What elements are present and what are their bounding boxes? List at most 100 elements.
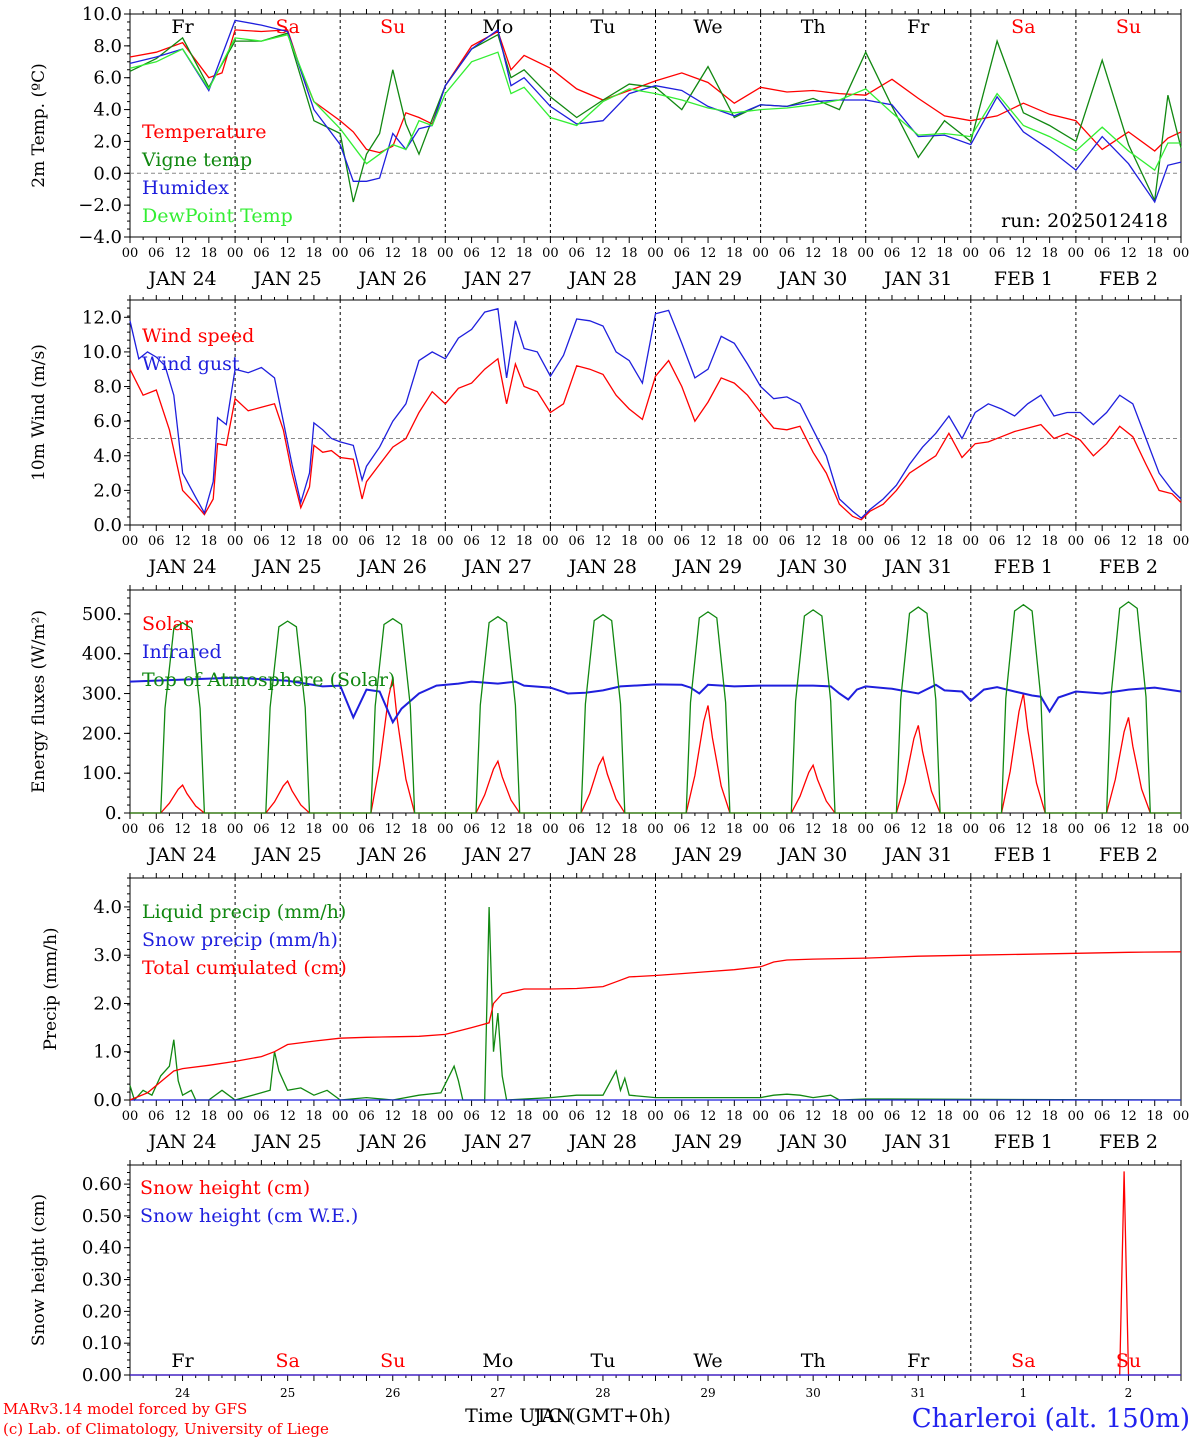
x-date-label: JAN 29 (672, 1131, 742, 1153)
series-line-solar (130, 677, 1181, 814)
legend-entry: Solar (142, 613, 194, 635)
x-hour-label: 00 (542, 822, 559, 837)
x-hour-label: 00 (1173, 534, 1190, 549)
y-tick-label: 0.40 (82, 1238, 122, 1259)
x-date-label: JAN 24 (146, 844, 216, 866)
x-hour-label: 18 (1041, 246, 1058, 261)
x-date-label: 31 (911, 1386, 926, 1400)
x-hour-label: 06 (989, 822, 1006, 837)
x-hour-label: 12 (595, 246, 612, 261)
day-label: We (693, 16, 722, 38)
x-hour-label: 18 (411, 1109, 428, 1124)
x-hour-label: 06 (779, 534, 796, 549)
x-hour-label: 12 (1015, 822, 1032, 837)
y-axis-label: Snow height (cm) (29, 1194, 49, 1346)
y-tick-label: 100. (82, 763, 122, 784)
y-tick-label: 6.0 (93, 411, 122, 432)
x-hour-label: 12 (805, 1109, 822, 1124)
legend-entry: Snow height (cm W.E.) (140, 1205, 358, 1227)
x-date-label: 26 (385, 1386, 400, 1400)
x-hour-label: 18 (516, 534, 533, 549)
x-hour-label: 18 (1146, 822, 1163, 837)
x-hour-label: 00 (1173, 1109, 1190, 1124)
x-date-label: JAN 28 (567, 844, 637, 866)
x-date-label: JAN 30 (777, 268, 847, 290)
x-hour-label: 00 (227, 246, 244, 261)
x-hour-label: 06 (1094, 534, 1111, 549)
legend-entry: Vigne temp (141, 149, 252, 171)
x-hour-label: 18 (936, 534, 953, 549)
x-hour-label: 12 (384, 534, 401, 549)
x-date-label: FEB 1 (994, 268, 1053, 290)
x-date-label: JAN 28 (567, 1131, 637, 1153)
x-date-label: JAN 28 (567, 268, 637, 290)
x-date-label: JAN 30 (777, 844, 847, 866)
x-hour-label: 06 (358, 1109, 375, 1124)
y-tick-label: 0. (105, 803, 122, 824)
x-hour-label: 06 (463, 822, 480, 837)
y-tick-label: 10.0 (82, 342, 122, 363)
legend-entry: Snow precip (mm/h) (142, 929, 338, 951)
x-hour-label: 18 (726, 822, 743, 837)
series-line-total-cumulated-cm- (129, 951, 1182, 1101)
x-date-label: FEB 2 (1099, 1131, 1158, 1153)
series-line-snow-height-cm- (130, 1171, 1181, 1376)
x-hour-label: 12 (595, 534, 612, 549)
x-hour-label: 12 (1120, 1109, 1137, 1124)
x-hour-label: 06 (568, 246, 585, 261)
y-tick-label: 2.0 (93, 131, 122, 152)
x-hour-label: 06 (884, 246, 901, 261)
x-hour-label: 00 (963, 822, 980, 837)
y-tick-label: 0.0 (93, 515, 122, 536)
x-hour-label: 06 (674, 246, 691, 261)
x-hour-label: 00 (1068, 822, 1085, 837)
y-axis-label: 10m Wind (m/s) (29, 344, 49, 481)
x-hour-label: 06 (1094, 246, 1111, 261)
x-hour-label: 00 (752, 534, 769, 549)
series-line-dewpoint-temp (129, 33, 1181, 172)
x-hour-label: 06 (989, 246, 1006, 261)
y-tick-label: 300. (82, 684, 122, 705)
x-date-label: JAN 31 (882, 844, 952, 866)
legend-entry: Infrared (142, 641, 222, 663)
x-hour-label: 12 (910, 246, 927, 261)
x-hour-label: 18 (831, 1109, 848, 1124)
legend-entry: Total cumulated (cm) (142, 957, 347, 979)
x-hour-label: 06 (674, 822, 691, 837)
x-hour-label: 18 (831, 534, 848, 549)
x-date-label: JAN 24 (146, 1131, 216, 1153)
x-hour-label: 12 (384, 246, 401, 261)
x-date-label: JAN 29 (672, 268, 742, 290)
x-date-label: JAN 24 (146, 556, 216, 578)
day-label: Tu (590, 1350, 615, 1372)
legend-entry: Snow height (cm) (140, 1177, 310, 1199)
panel-1: 10.0 8.0 6.0 4.0 2.0 0.0 −2.0 −4.0 2m Temp. (ºC)… (29, 4, 1189, 290)
y-tick-label: 8.0 (93, 377, 122, 398)
x-hour-label: 18 (306, 1109, 323, 1124)
x-hour-label: 00 (437, 822, 454, 837)
y-tick-label: 10.0 (82, 4, 122, 25)
x-hour-label: 00 (752, 822, 769, 837)
y-tick-label: 12.0 (82, 307, 122, 328)
x-hour-label: 06 (779, 1109, 796, 1124)
x-hour-label: 06 (148, 534, 165, 549)
x-hour-label: 00 (857, 534, 874, 549)
x-hour-label: 06 (253, 822, 270, 837)
day-label: Sa (1011, 16, 1035, 38)
x-hour-label: 00 (647, 822, 664, 837)
x-date-label: JAN 27 (462, 1131, 532, 1153)
x-hour-label: 00 (227, 1109, 244, 1124)
x-date-label: 2 (1125, 1386, 1133, 1400)
x-hour-label: 00 (1068, 1109, 1085, 1124)
y-tick-label: 2.0 (93, 480, 122, 501)
x-hour-label: 18 (201, 246, 218, 261)
series-line-infrared (129, 676, 1182, 725)
x-hour-label: 18 (621, 822, 638, 837)
x-hour-label: 18 (306, 822, 323, 837)
x-hour-label: 18 (516, 246, 533, 261)
x-hour-label: 06 (884, 822, 901, 837)
day-label: Th (801, 1350, 826, 1372)
legend-entry: Humidex (142, 177, 229, 199)
x-hour-label: 12 (174, 1109, 191, 1124)
